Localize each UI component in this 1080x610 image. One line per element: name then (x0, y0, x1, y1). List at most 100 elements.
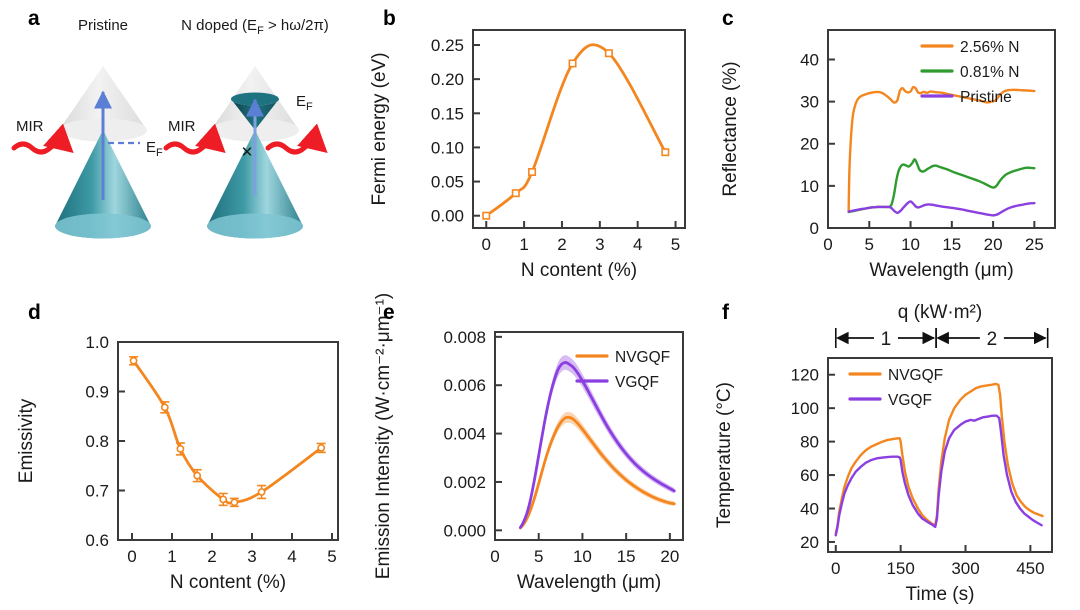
panel-f-q-level-label: 1 (881, 329, 892, 350)
panel-f-legend-label: NVGQF (888, 367, 943, 384)
panel-f-curves (834, 382, 1044, 537)
panel-e-curve (518, 415, 676, 530)
panel-letter-c: c (722, 7, 734, 30)
panel-b-axes: 0 1 2 3 4 5 0.00 0.05 0.10 0.15 0.20 0.25 N content … (369, 29, 686, 281)
panel-f-ytick-label: 80 (800, 433, 819, 452)
panel-c-xtick-label: 25 (1025, 235, 1044, 254)
panel-c-axes: 0 5 10 15 20 25 0 10 20 30 40 Wavelength (μm) Reflec… (720, 29, 1056, 281)
panel-c-xtick-label: 15 (942, 235, 961, 254)
ndoped-mir-wave-out (265, 123, 328, 155)
panel-c-xlabel: Wavelength (μm) (869, 260, 1013, 281)
panel-b-svg: 0 1 2 3 4 5 0.00 0.05 0.10 0.15 0.20 0.25 N content … (369, 29, 686, 281)
panel-letter-b: b (383, 7, 396, 30)
panel-d-xlabel: N content (%) (170, 572, 286, 593)
panel-d-xtick-label: 3 (247, 547, 256, 566)
panel-c-curve (847, 158, 1036, 214)
panel-d-xtick-label: 5 (327, 547, 336, 566)
panel-b-datapoint (568, 59, 577, 68)
panel-b-datapoint (661, 148, 670, 157)
panel-c: c 0 5 10 15 20 25 0 10 20 30 40 Wavelength (μm) Refle… (700, 0, 1080, 290)
panel-a: a Pristine N doped (EF > hω/2π) EF MIR MIR ✕ EF (0, 0, 355, 290)
panel-d-datapoint (176, 445, 185, 453)
panel-b-ylabel: Fermi energy (eV) (369, 52, 390, 205)
ndoped-title: N doped (EF > hω/2π) (181, 17, 329, 37)
panel-f-xtick-label: 450 (1016, 559, 1044, 578)
panel-c-legend: 2.56% N 0.81% N Pristine (920, 39, 1019, 106)
panel-f-xtick-label: 150 (886, 559, 914, 578)
panel-d-datapoint (257, 488, 266, 496)
panel-e-ytick-label: 0.000 (443, 521, 486, 540)
panel-c-curves (847, 85, 1036, 217)
panel-d-ylabel: Emissivity (16, 398, 37, 483)
panel-b: b 0 1 2 3 4 5 0.00 0.05 0.10 0.15 0.20 0.25 N content… (355, 0, 700, 290)
panel-f-ytick-label: 40 (800, 500, 819, 519)
panel-e-ytick-label: 0.002 (443, 473, 486, 492)
panel-f-plot-frame (827, 357, 1053, 553)
panel-b-xtick-label: 5 (671, 235, 680, 254)
ndoped-blocked-marker: ✕ (241, 144, 254, 161)
panel-d-datapoint (129, 356, 138, 365)
pristine-mir-wave (11, 123, 74, 155)
panel-e-ytick-label: 0.006 (443, 376, 486, 395)
panel-c-legend-label: 0.81% N (960, 64, 1019, 81)
panel-d-ytick-label: 1.0 (85, 333, 109, 352)
panel-f-ylabel: Temperature (°C) (714, 382, 735, 528)
panel-f-xtick-label: 0 (831, 559, 840, 578)
panel-d-xtick-label: 4 (287, 547, 296, 566)
panel-c-xtick-label: 10 (901, 235, 920, 254)
panel-d-axes: 0 1 2 3 4 5 0.6 0.7 0.8 0.9 1.0 N content (%) Emissi… (16, 333, 339, 593)
panel-b-ytick-label: 0.00 (431, 207, 464, 226)
panel-f-curve (834, 382, 1044, 535)
panel-c-xtick-label: 0 (823, 235, 832, 254)
panel-f-legend: NVGQF VGQF (848, 367, 943, 409)
panel-d-xtick-label: 1 (167, 547, 176, 566)
panel-f-ytick-label: 100 (791, 399, 819, 418)
panel-e-xtick-label: 10 (573, 547, 592, 566)
panel-b-ytick-label: 0.15 (431, 104, 464, 123)
panel-e-svg: 0 5 10 15 20 0.000 0.002 0.004 0.006 0.008 Wavelen… (373, 293, 684, 593)
panel-b-xtick-label: 4 (633, 235, 642, 254)
panel-e-ylabel: Emission Intensity (W·cm⁻²·μm⁻¹) (373, 293, 394, 579)
panel-e-axes: 0 5 10 15 20 0.000 0.002 0.004 0.006 0.008 Wavelen… (373, 293, 684, 593)
panel-c-plot-frame (827, 29, 1056, 229)
panel-f-axes: 0 150 300 450 20 40 60 80 100 120 Time (s) Temperat… (714, 357, 1053, 605)
panel-d-xtick-label: 2 (207, 547, 216, 566)
panel-b-ytick-label: 0.25 (431, 36, 464, 55)
ndoped-ef-label: EF (296, 93, 313, 113)
panel-c-xtick-label: 5 (865, 235, 874, 254)
panel-letter-f: f (722, 301, 729, 324)
panel-b-xtick-label: 2 (557, 235, 566, 254)
panel-b-datapoint (528, 168, 537, 177)
panel-f-curve (834, 414, 1043, 537)
panel-d-plot-frame (117, 341, 339, 541)
panel-letter-a: a (28, 7, 40, 30)
panel-d-datapoint (160, 403, 169, 412)
panel-f: f 0 150 300 450 20 40 60 80 100 120 Time (s) Tempera… (700, 290, 1080, 610)
panel-f-svg: 0 150 300 450 20 40 60 80 100 120 Time (s) Temperat… (714, 302, 1053, 605)
panel-e-ytick-label: 0.008 (443, 328, 486, 347)
panel-c-curve (847, 200, 1036, 217)
panel-e-curve (518, 361, 676, 529)
pristine-ef-label: EF (146, 139, 163, 159)
panel-d-svg: 0 1 2 3 4 5 0.6 0.7 0.8 0.9 1.0 N content (%) Emissi… (16, 333, 339, 593)
panel-letter-d: d (28, 301, 41, 324)
panel-d-ytick-label: 0.7 (85, 482, 109, 501)
panel-e-ytick-label: 0.004 (443, 425, 486, 444)
ndoped-mir-wave-in (163, 123, 226, 155)
panel-f-xtick-label: 300 (951, 559, 979, 578)
panel-d-datapoint (230, 498, 239, 507)
panel-c-ytick-label: 40 (800, 50, 819, 69)
panel-d-datapoint (219, 495, 228, 504)
panel-b-datapoint (511, 189, 520, 198)
pristine-lower-cone-cap (55, 213, 151, 239)
panel-c-ytick-label: 30 (800, 93, 819, 112)
panel-c-ylabel: Reflectance (%) (720, 61, 741, 196)
panel-d-xtick-label: 0 (127, 547, 136, 566)
panel-d-ytick-label: 0.6 (85, 531, 109, 550)
panel-letter-e: e (383, 301, 395, 324)
panel-c-ytick-label: 10 (800, 177, 819, 196)
panel-c-legend-label: Pristine (960, 89, 1012, 106)
panel-e-legend-label: VGQF (615, 374, 659, 391)
panel-f-q-annotation: q (kW·m²) 1 2 (834, 302, 1049, 350)
pristine-title: Pristine (78, 17, 128, 34)
